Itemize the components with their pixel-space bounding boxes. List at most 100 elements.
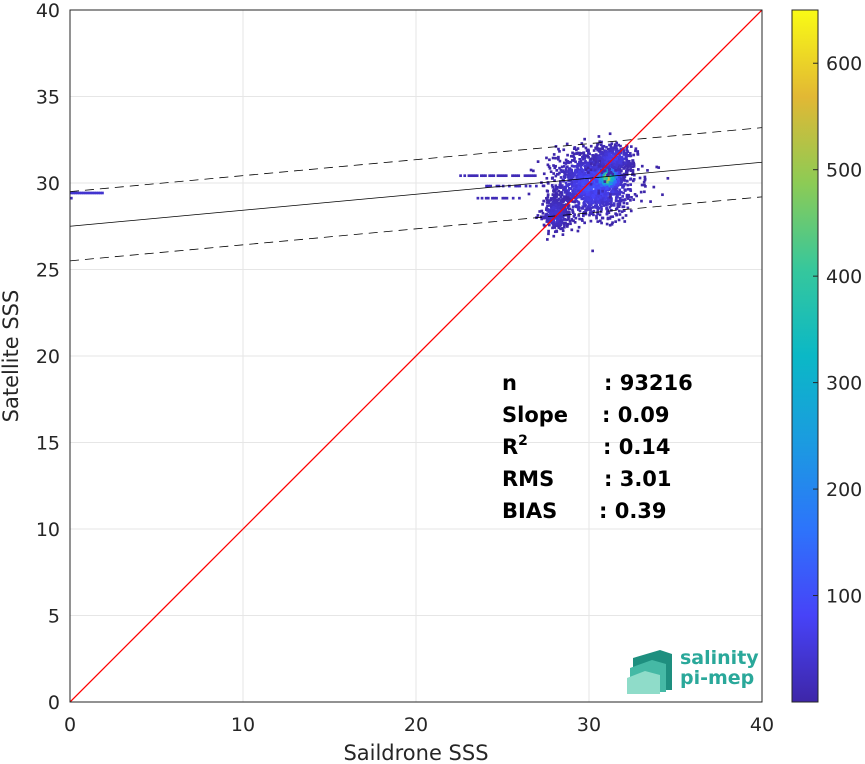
density-cell bbox=[551, 156, 555, 160]
density-cell bbox=[610, 209, 613, 212]
density-cell bbox=[558, 171, 561, 175]
density-cell bbox=[567, 195, 571, 198]
density-cell bbox=[578, 168, 582, 172]
density-cell bbox=[584, 165, 587, 168]
density-cell bbox=[593, 163, 596, 167]
density-cell bbox=[482, 174, 485, 178]
density-cell bbox=[531, 174, 535, 178]
density-cell bbox=[620, 210, 624, 213]
density-cell bbox=[548, 204, 551, 207]
density-cell bbox=[566, 206, 570, 210]
density-cell bbox=[556, 206, 560, 209]
density-cell bbox=[554, 211, 558, 214]
density-cell bbox=[611, 221, 614, 225]
colorbar-ticks: 100 200 300 400 500 600 bbox=[813, 53, 862, 608]
density-cell bbox=[553, 195, 556, 199]
density-cell bbox=[72, 191, 75, 195]
density-cell bbox=[571, 211, 575, 215]
density-cell bbox=[601, 151, 605, 155]
density-cell bbox=[567, 189, 570, 192]
density-cell bbox=[613, 146, 617, 150]
density-cell bbox=[553, 196, 557, 200]
density-cell bbox=[555, 222, 559, 226]
density-cell bbox=[615, 164, 619, 167]
density-cell bbox=[569, 154, 573, 158]
density-cell bbox=[618, 201, 622, 205]
density-cell bbox=[567, 197, 571, 201]
density-cell bbox=[571, 190, 575, 193]
fit-line bbox=[70, 161, 762, 227]
density-cell bbox=[589, 206, 593, 209]
density-cell bbox=[608, 206, 612, 209]
density-cell bbox=[608, 149, 612, 152]
density-cell bbox=[564, 181, 568, 185]
density-cell bbox=[609, 181, 613, 185]
density-cell bbox=[489, 184, 493, 188]
density-cell bbox=[546, 204, 549, 208]
density-cell bbox=[603, 160, 606, 164]
density-cell bbox=[567, 179, 571, 182]
density-cell bbox=[643, 183, 646, 187]
density-cell bbox=[564, 167, 568, 171]
density-cell bbox=[577, 180, 581, 184]
density-cell bbox=[584, 175, 587, 179]
density-cell bbox=[601, 200, 604, 204]
density-cell bbox=[490, 174, 494, 178]
density-cell bbox=[606, 208, 610, 212]
density-cell bbox=[601, 181, 605, 184]
density-cell bbox=[600, 208, 603, 211]
density-cell bbox=[580, 193, 584, 197]
density-cell bbox=[587, 176, 590, 179]
density-cell bbox=[616, 182, 620, 185]
density-cell bbox=[638, 176, 642, 180]
density-cell bbox=[555, 194, 558, 198]
density-cell bbox=[549, 170, 553, 174]
density-cell bbox=[608, 143, 611, 147]
density-cell bbox=[547, 219, 551, 223]
density-cell bbox=[604, 160, 608, 164]
density-cell bbox=[569, 193, 572, 197]
density-cell bbox=[82, 191, 86, 195]
density-cell bbox=[601, 158, 604, 162]
density-cell bbox=[625, 171, 629, 175]
density-cell bbox=[596, 220, 600, 223]
density-cell bbox=[615, 146, 618, 149]
density-cell bbox=[601, 145, 604, 149]
density-cell bbox=[615, 213, 618, 217]
density-cell bbox=[548, 167, 552, 170]
density-cell bbox=[485, 184, 488, 188]
density-cell bbox=[610, 168, 613, 172]
density-cell bbox=[469, 174, 473, 178]
density-cell bbox=[600, 140, 603, 144]
density-cell bbox=[618, 188, 622, 192]
density-cell bbox=[553, 220, 556, 224]
density-cell bbox=[559, 191, 562, 194]
density-cell bbox=[585, 191, 589, 194]
density-cell bbox=[614, 198, 618, 202]
density-cells bbox=[70, 132, 670, 253]
density-cell bbox=[598, 155, 601, 159]
density-cell bbox=[569, 222, 572, 226]
density-cell bbox=[622, 172, 626, 176]
density-cell bbox=[563, 172, 567, 176]
density-cell bbox=[626, 154, 630, 157]
density-cell bbox=[570, 180, 574, 184]
density-cell bbox=[560, 170, 564, 174]
density-cell bbox=[616, 168, 620, 171]
density-cell bbox=[580, 168, 584, 172]
density-cell bbox=[536, 160, 540, 163]
density-cell bbox=[642, 180, 646, 184]
density-cell bbox=[578, 153, 582, 156]
density-cell bbox=[578, 209, 582, 213]
stat-label: Slope bbox=[502, 403, 568, 427]
density-cell bbox=[564, 158, 568, 162]
density-cell bbox=[612, 202, 616, 205]
density-cell bbox=[582, 173, 585, 176]
density-cell bbox=[551, 193, 555, 197]
density-cell bbox=[606, 202, 610, 206]
density-cell bbox=[563, 218, 567, 221]
density-cell bbox=[617, 218, 621, 222]
density-cell bbox=[555, 196, 558, 199]
density-cell bbox=[615, 147, 618, 151]
density-cell bbox=[575, 192, 578, 196]
